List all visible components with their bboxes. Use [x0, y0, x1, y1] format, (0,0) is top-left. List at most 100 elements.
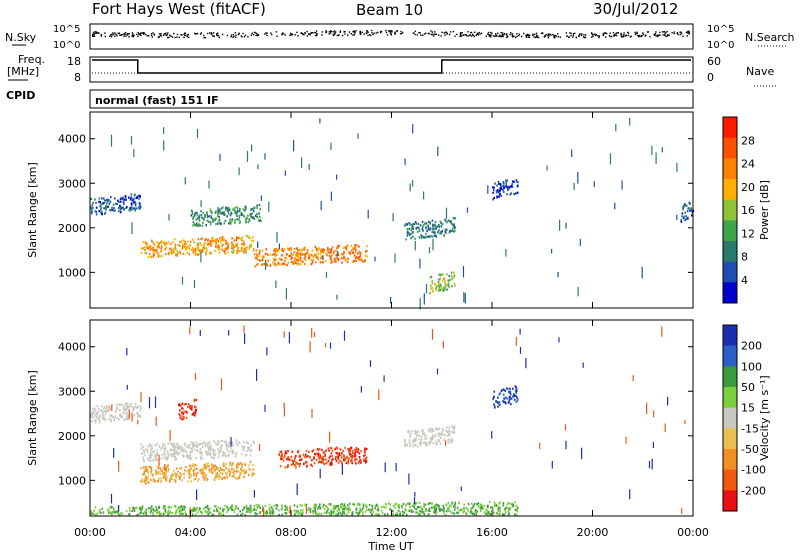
- heatmap-cell: [401, 505, 403, 508]
- noise-point: [301, 33, 304, 35]
- heatmap-cell: [207, 452, 210, 455]
- heatmap-cell: [427, 235, 429, 238]
- heatmap-cell: [205, 467, 207, 470]
- heatmap-cell: [160, 467, 162, 470]
- noise-point: [437, 34, 440, 36]
- heatmap-cell: [300, 509, 302, 512]
- heatmap-cell: [143, 449, 145, 452]
- heatmap-cell: [171, 473, 174, 476]
- cpid-value: normal (fast) 151 IF: [95, 94, 219, 107]
- colorbar-tick-label: 100: [741, 360, 762, 373]
- heatmap-cell: [515, 388, 518, 391]
- heatmap-cell: [175, 449, 178, 452]
- heatmap-cell: [220, 468, 223, 471]
- heatmap-cell: [142, 512, 145, 515]
- heatmap-cell: [172, 444, 175, 447]
- heatmap-cell: [191, 509, 193, 512]
- heatmap-cell: [201, 249, 204, 252]
- heatmap-cell: [234, 221, 236, 224]
- heatmap-cell: [516, 510, 518, 513]
- heatmap-cell: [404, 158, 406, 165]
- noise-point: [118, 32, 121, 34]
- heatmap-cell: [268, 503, 271, 506]
- heatmap-cell: [122, 411, 124, 414]
- heatmap-cell: [335, 249, 337, 252]
- heatmap-cell: [323, 503, 325, 506]
- heatmap-cell: [331, 260, 333, 264]
- heatmap-cell: [414, 443, 417, 446]
- heatmap-cell: [358, 452, 361, 455]
- heatmap-cell: [444, 283, 447, 286]
- heatmap-cell: [314, 506, 316, 509]
- heatmap-cell: [200, 238, 202, 241]
- noise-point: [664, 33, 666, 35]
- heatmap-cell: [361, 260, 364, 263]
- noise-point: [679, 33, 681, 36]
- colorbar-segment: [723, 261, 737, 283]
- heatmap-cell: [295, 509, 297, 512]
- heatmap-cell: [305, 503, 308, 506]
- heatmap-cell: [256, 506, 259, 509]
- heatmap-cell: [240, 239, 243, 242]
- noise-point: [167, 32, 169, 34]
- heatmap-cell: [217, 467, 219, 470]
- noise-point: [183, 36, 185, 39]
- heatmap-cell: [96, 413, 99, 416]
- heatmap-cell: [306, 252, 309, 255]
- heatmap-cell: [296, 510, 298, 513]
- colorbar-segment: [723, 428, 737, 450]
- heatmap-cell: [319, 503, 321, 506]
- heatmap-cell: [186, 251, 188, 254]
- noise-point: [494, 35, 496, 37]
- heatmap-cell: [213, 478, 216, 481]
- heatmap-cell: [321, 461, 324, 464]
- heatmap-cell: [413, 506, 416, 509]
- heatmap-cell: [167, 512, 169, 515]
- noise-point: [157, 36, 160, 38]
- heatmap-cell: [171, 251, 174, 254]
- heatmap-cell: [200, 244, 203, 247]
- heatmap-cell: [451, 439, 454, 442]
- heatmap-cell: [365, 460, 368, 463]
- heatmap-cell: [192, 471, 195, 474]
- noise-point: [614, 34, 616, 36]
- noise-point: [234, 32, 237, 34]
- heatmap-cell: [175, 473, 177, 476]
- heatmap-cell: [163, 467, 165, 470]
- heatmap-cell: [330, 447, 333, 450]
- heatmap-cell: [430, 440, 432, 444]
- heatmap-cell: [324, 343, 327, 348]
- heatmap-cell: [150, 470, 152, 473]
- noise-point: [448, 33, 451, 36]
- heatmap-cell: [386, 513, 389, 516]
- heatmap-cell: [453, 512, 456, 515]
- heatmap-cell: [164, 243, 166, 246]
- heatmap-cell: [176, 250, 179, 253]
- heatmap-cell: [249, 507, 252, 510]
- heatmap-cell: [431, 287, 434, 290]
- heatmap-cell: [288, 332, 290, 344]
- heatmap-cell: [257, 504, 260, 507]
- heatmap-cell: [206, 249, 208, 252]
- heatmap-cell: [325, 271, 328, 278]
- heatmap-cell: [204, 215, 206, 218]
- heatmap-cell: [652, 441, 654, 449]
- heatmap-cell: [104, 412, 107, 415]
- heatmap-cell: [226, 471, 228, 474]
- heatmap-cell: [539, 442, 541, 449]
- heatmap-cell: [438, 507, 440, 511]
- heatmap-cell: [232, 462, 235, 465]
- heatmap-cell: [247, 442, 250, 445]
- heatmap-cell: [515, 400, 518, 403]
- heatmap-cell: [133, 509, 136, 512]
- heatmap-cell: [651, 145, 653, 155]
- heatmap-cell: [91, 420, 93, 423]
- noise-point: [302, 33, 304, 35]
- noise-point: [315, 32, 317, 34]
- heatmap-cell: [207, 444, 209, 447]
- heatmap-cell: [242, 242, 244, 246]
- heatmap-cell: [266, 253, 269, 256]
- heatmap-cell: [262, 255, 265, 258]
- heatmap-cell: [242, 208, 244, 211]
- heatmap-cell: [337, 461, 340, 464]
